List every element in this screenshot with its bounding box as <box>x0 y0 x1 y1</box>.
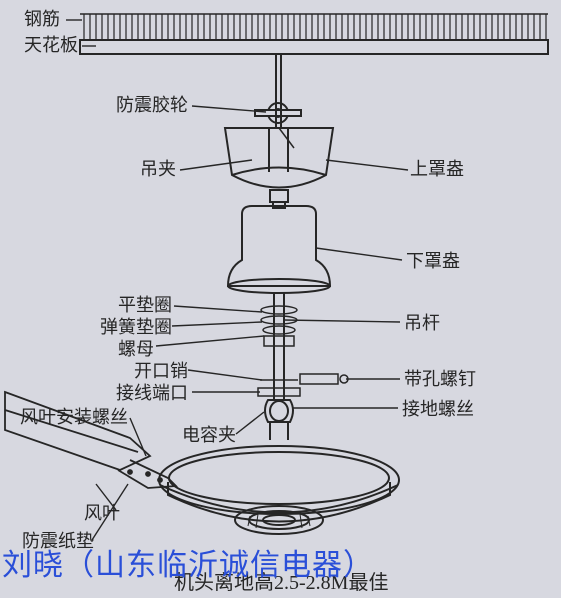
label-lower-cover: 下罩盎 <box>406 252 460 270</box>
fastener-stack <box>261 306 297 346</box>
label-flat-washer: 平垫圈 <box>118 296 172 314</box>
joint-ball <box>265 400 293 440</box>
label-cotter-pin: 开口销 <box>134 362 188 380</box>
label-terminal: 接线端口 <box>116 384 188 402</box>
label-rebar: 钢筋 <box>24 10 60 28</box>
label-blade: 风叶 <box>84 504 120 522</box>
label-hanging-rod: 吊杆 <box>404 314 440 332</box>
label-capacitor-clip: 电容夹 <box>182 426 236 444</box>
ceiling-board <box>80 40 548 54</box>
upper-cover <box>225 128 333 202</box>
lower-cover <box>228 202 330 293</box>
label-holed-screw: 带孔螺钉 <box>404 370 476 388</box>
watermark-text: 刘晓（山东临沂诚信电器） <box>2 540 374 584</box>
label-spring-washer: 弹簧垫圈 <box>100 318 172 336</box>
pin-screw-area <box>258 374 348 396</box>
label-blade-screw: 风叶安装螺丝 <box>20 408 128 426</box>
shock-wheel-assembly <box>255 54 301 128</box>
label-hanger-clip: 吊夹 <box>140 160 176 178</box>
motor-housing <box>159 446 399 534</box>
label-ground-screw: 接地螺丝 <box>402 400 474 418</box>
label-upper-cover: 上罩盎 <box>410 160 464 178</box>
label-shock-wheel: 防震胶轮 <box>116 96 188 114</box>
label-nut: 螺母 <box>118 340 154 358</box>
label-ceiling: 天花板 <box>24 36 78 54</box>
leader-lines-right <box>284 160 408 408</box>
